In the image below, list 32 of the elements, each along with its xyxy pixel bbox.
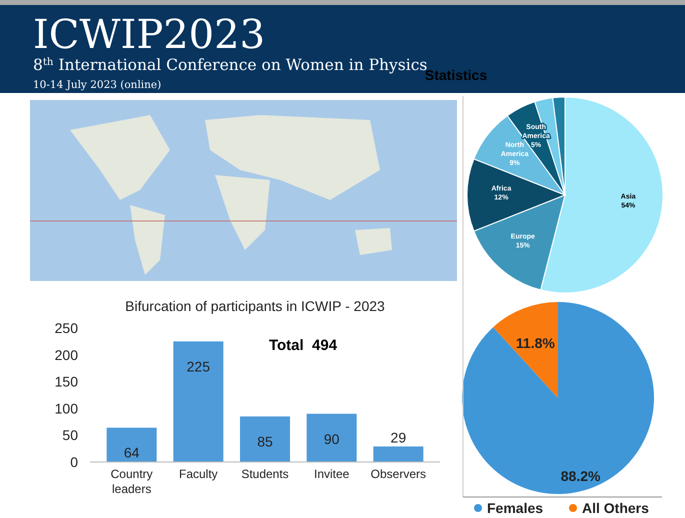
y-tick-label: 50 — [62, 427, 78, 444]
data-label: 90 — [324, 430, 340, 447]
legend-label: Females — [487, 500, 544, 516]
bar — [106, 428, 157, 462]
x-tick-label: Students — [241, 467, 289, 481]
y-tick-label: 0 — [70, 454, 78, 470]
data-label: 11.8% — [516, 334, 556, 351]
text: ICWIP2023 — [33, 12, 266, 58]
x-tick-label: Observers — [370, 467, 426, 481]
x-tick-label: Country leaders — [110, 467, 153, 496]
data-label: 85 — [257, 433, 273, 450]
data-label: 88.2% — [560, 468, 601, 484]
x-tick-label: Faculty — [178, 467, 218, 481]
x-tick-label: Invitee — [314, 467, 350, 481]
text: 10-14 July 2023 (online) — [33, 79, 162, 91]
bar — [373, 446, 424, 462]
y-tick-label: 200 — [54, 346, 78, 363]
data-label: 64 — [124, 444, 140, 461]
data-label: 225 — [186, 358, 210, 374]
chart-title: Bifurcation of participants in ICWIP - 2023 — [125, 298, 386, 314]
data-label: 29 — [390, 429, 406, 446]
bar — [173, 341, 224, 462]
legend-label: All Others — [582, 500, 650, 516]
annotation: Total 494 — [268, 337, 338, 354]
bar — [306, 414, 357, 462]
y-tick-label: 250 — [54, 320, 78, 336]
text: 8$^{th}$ International Conference on Women in Physics — [33, 56, 428, 74]
pie-slice — [462, 302, 654, 494]
y-tick-label: 100 — [54, 400, 78, 416]
y-tick-label: 150 — [54, 374, 78, 390]
pie-slice — [493, 302, 558, 398]
bar — [240, 416, 290, 462]
